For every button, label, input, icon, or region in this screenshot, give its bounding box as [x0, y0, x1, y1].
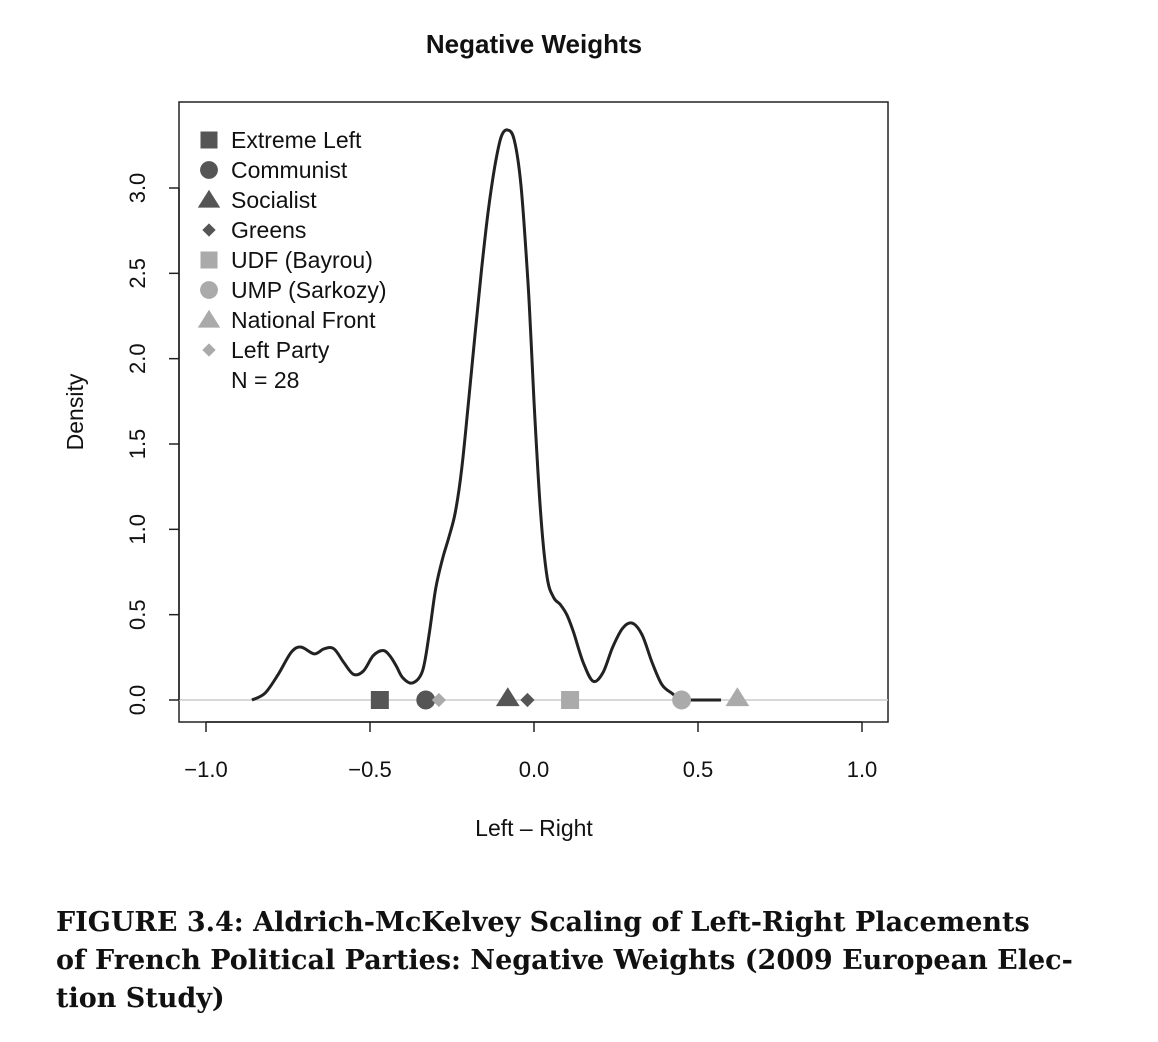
density-chart: Negative Weights −1.0 −0.5 0.0 0.5 1.0 0.00.… — [62, 29, 889, 841]
legend-label: Communist — [231, 157, 348, 183]
density-curve — [251, 128, 721, 702]
curve-layer — [251, 128, 721, 702]
legend-marker — [200, 161, 218, 179]
legend-label: Socialist — [231, 187, 317, 213]
legend-label: UDF (Bayrou) — [231, 247, 373, 273]
caption-line: tion Study) — [56, 983, 225, 1014]
party-point — [561, 691, 580, 709]
party-point — [416, 690, 436, 710]
party-point — [520, 692, 535, 708]
figure-caption: FIGURE 3.4: Aldrich-McKelvey Scaling of … — [56, 904, 1116, 1018]
legend: Extreme Left Communist Socialist Greens UDF … — [197, 127, 387, 393]
x-tick-label: −0.5 — [348, 757, 391, 782]
y-tick-label: 1.5 — [125, 429, 150, 460]
legend-label: Left Party — [231, 337, 330, 363]
chart-title: Negative Weights — [426, 29, 642, 59]
y-tick-label: 2.5 — [125, 258, 150, 289]
legend-marker — [202, 343, 216, 357]
points-layer — [370, 687, 750, 710]
party-point — [672, 690, 692, 710]
x-tick-label: 0.0 — [519, 757, 550, 782]
party-point — [495, 687, 520, 707]
y-axis-label: Density — [62, 373, 88, 450]
y-tick-label: 1.0 — [125, 514, 150, 545]
legend-marker — [200, 251, 218, 269]
legend-note: N = 28 — [231, 367, 299, 393]
x-tick-label: 1.0 — [847, 757, 878, 782]
y-axis: 0.0 0.5 1.0 1.5 2.0 2.5 3.0 — [125, 173, 180, 716]
legend-marker — [197, 189, 221, 208]
x-tick-label: 0.5 — [683, 757, 714, 782]
x-tick-label: −1.0 — [184, 757, 227, 782]
caption-line: FIGURE 3.4: Aldrich-McKelvey Scaling of … — [56, 907, 1030, 938]
y-tick-label: 0.5 — [125, 599, 150, 630]
caption-line: of French Political Parties: Negative We… — [56, 945, 1073, 976]
party-point — [370, 691, 389, 709]
legend-label: National Front — [231, 307, 376, 333]
legend-marker — [200, 281, 218, 299]
x-axis: −1.0 −0.5 0.0 0.5 1.0 — [184, 721, 878, 782]
legend-label: Greens — [231, 217, 306, 243]
y-tick-label: 0.0 — [125, 685, 150, 716]
party-point — [431, 692, 447, 708]
legend-label: UMP (Sarkozy) — [231, 277, 387, 303]
party-point — [725, 687, 750, 707]
legend-label: Extreme Left — [231, 127, 362, 153]
legend-marker — [197, 309, 221, 328]
y-tick-label: 2.0 — [125, 343, 150, 374]
legend-marker — [202, 223, 216, 237]
x-axis-label: Left – Right — [475, 815, 593, 841]
legend-marker — [200, 131, 218, 149]
y-tick-label: 3.0 — [125, 173, 150, 204]
